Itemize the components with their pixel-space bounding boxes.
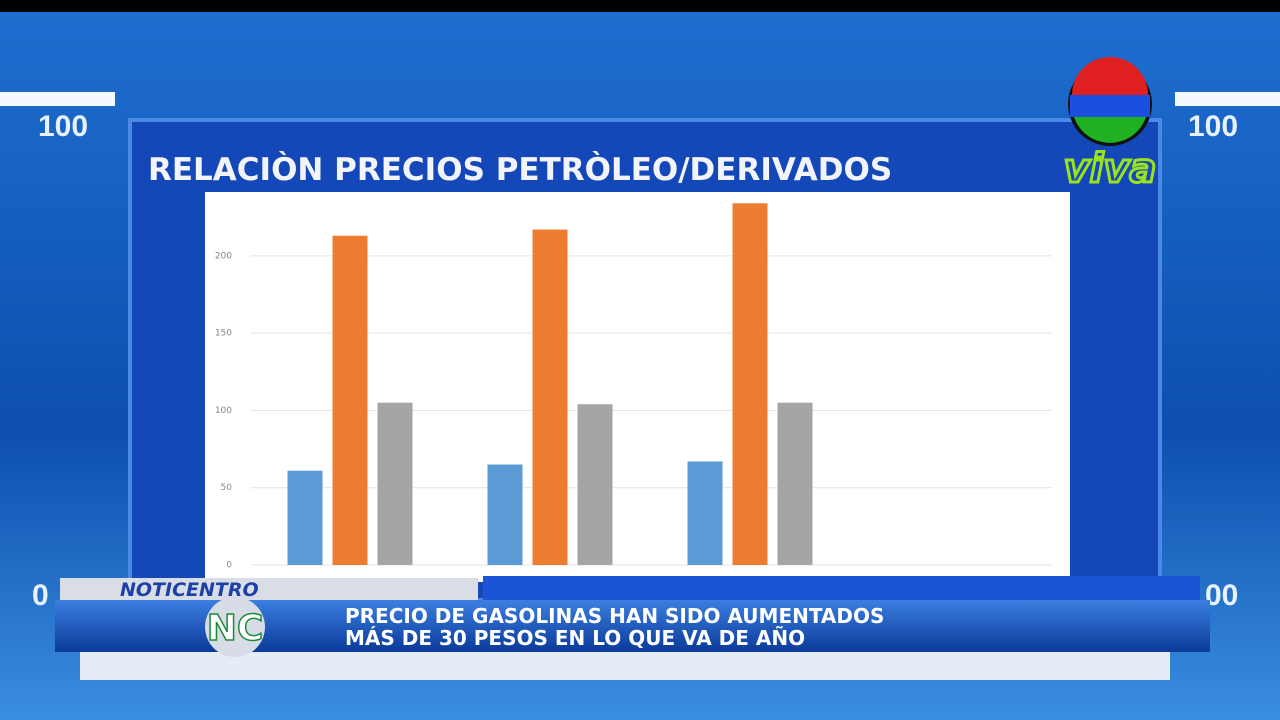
bg-number: 100 — [1188, 110, 1238, 143]
y-tick-label: 100 — [215, 406, 232, 416]
y-tick-label: 200 — [215, 251, 232, 261]
chart-title: RELACIÒN PRECIOS PETRÒLEO/DERIVADOS — [148, 151, 892, 188]
logo-part — [1072, 57, 1148, 95]
logo-part — [1074, 117, 1146, 143]
top-edge — [0, 0, 1280, 12]
program-bar — [60, 578, 478, 600]
y-tick-label: 150 — [215, 329, 232, 339]
headline-line: PRECIO DE GASOLINAS HAN SIDO AUMENTADOS — [345, 604, 884, 628]
logo-text: viva — [1064, 146, 1157, 192]
deco-bar — [1175, 92, 1280, 106]
bar — [377, 402, 413, 565]
lower-band — [80, 652, 1170, 680]
program-name: NOTICENTRO — [120, 579, 259, 601]
y-tick-label: 50 — [221, 483, 233, 493]
bar — [332, 235, 368, 566]
bar — [777, 402, 813, 565]
logo: viva — [1062, 57, 1158, 194]
y-tick-label: 0 — [226, 561, 232, 571]
bg-number: 00 — [1205, 579, 1238, 612]
bar — [687, 461, 723, 565]
bar — [732, 203, 768, 565]
headline-line: MÁS DE 30 PESOS EN LO QUE VA DE AÑO — [345, 626, 805, 650]
program-logo-bg — [205, 597, 265, 657]
deco-bar — [0, 92, 115, 106]
bar — [287, 470, 323, 565]
bar — [532, 229, 568, 565]
program-logo: NC — [207, 608, 264, 649]
bar — [577, 404, 613, 565]
logo-part — [1070, 95, 1150, 117]
plot: 0 50 100 150 200 — [215, 203, 1052, 571]
upper-band — [483, 576, 1200, 600]
bg-number: 0 — [32, 579, 49, 612]
bg-number: 100 — [38, 110, 88, 143]
bar — [487, 464, 523, 565]
